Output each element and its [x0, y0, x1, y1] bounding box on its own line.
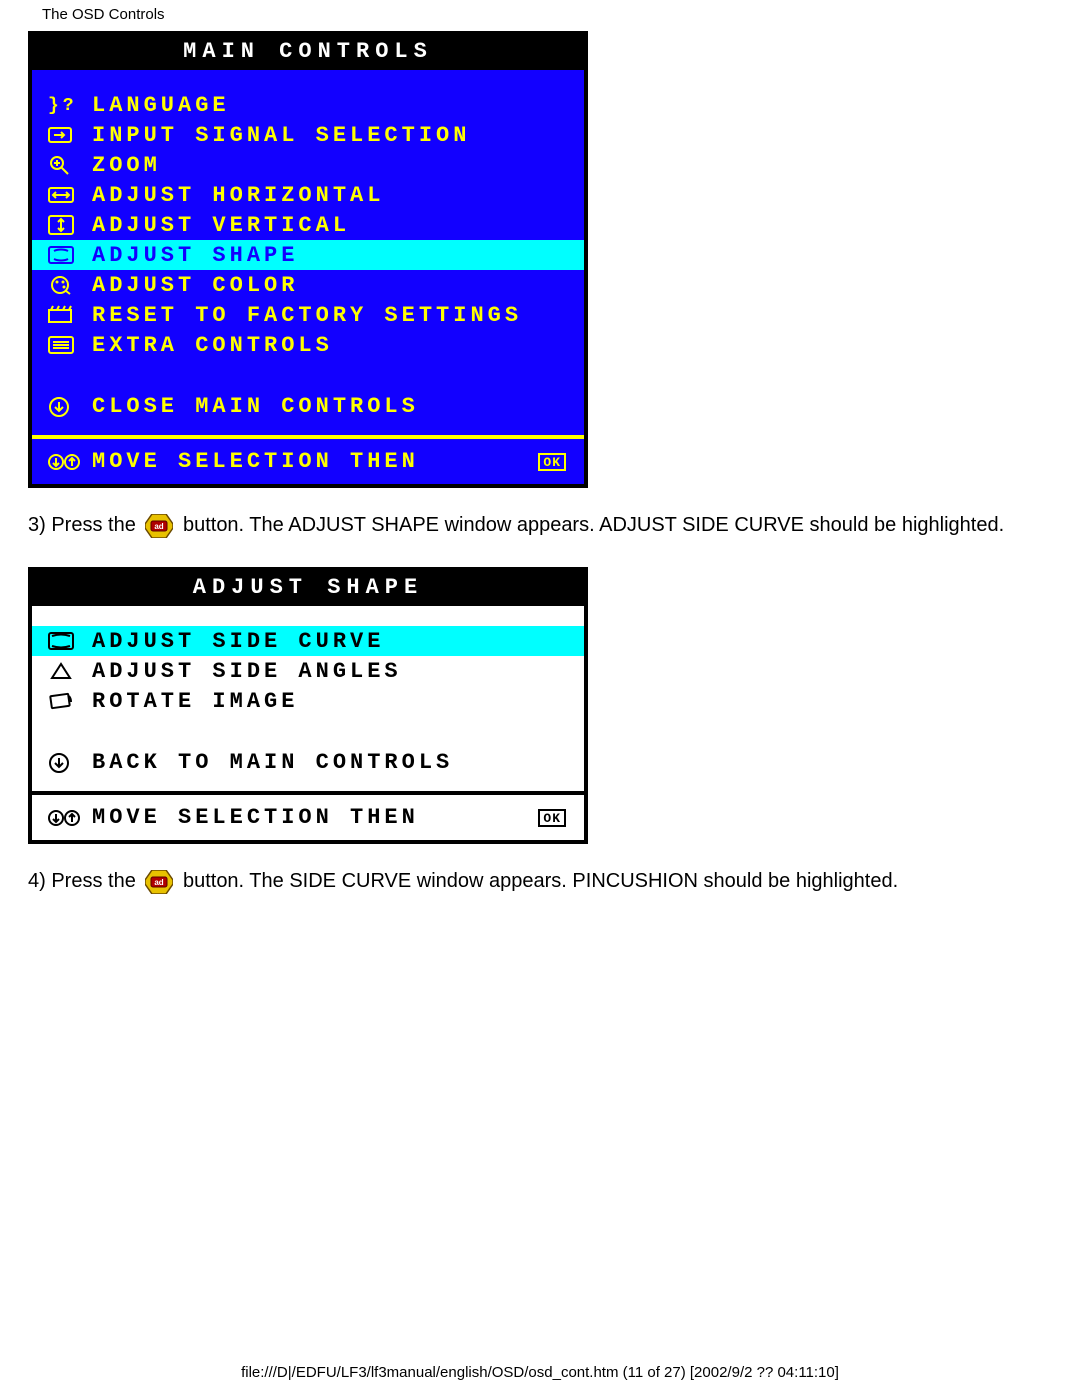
language-icon — [48, 94, 92, 116]
rotate-image-icon — [48, 690, 92, 712]
menu-item-language[interactable]: LANGUAGE — [32, 90, 584, 120]
adjust-color-icon — [48, 274, 92, 296]
footer-text: MOVE SELECTION THEN — [92, 805, 538, 830]
step3-suffix: button. The ADJUST SHAPE window appears.… — [183, 514, 1004, 536]
menu-item-zoom[interactable]: ZOOM — [32, 150, 584, 180]
menu-item-rotate-image[interactable]: ROTATE IMAGE — [32, 686, 584, 716]
ok-indicator-icon: OK — [538, 809, 566, 827]
adjust-horizontal-icon — [48, 184, 92, 206]
page-header: The OSD Controls — [0, 0, 1080, 27]
side-curve-icon — [48, 630, 92, 652]
menu-item-input-signal[interactable]: INPUT SIGNAL SELECTION — [32, 120, 584, 150]
step3-text: 3) Press the button. The ADJUST SHAPE wi… — [28, 510, 1028, 541]
menu-item-back-main[interactable]: BACK TO MAIN CONTROLS — [32, 744, 584, 781]
menu-item-reset-factory[interactable]: RESET TO FACTORY SETTINGS — [32, 300, 584, 330]
step4-suffix: button. The SIDE CURVE window appears. P… — [183, 870, 898, 892]
adjust-vertical-icon — [48, 214, 92, 236]
menu-item-side-angles[interactable]: ADJUST SIDE ANGLES — [32, 656, 584, 686]
menu-item-adjust-horizontal[interactable]: ADJUST HORIZONTAL — [32, 180, 584, 210]
osd1-footer: MOVE SELECTION THEN OK — [32, 435, 584, 484]
back-label: BACK TO MAIN CONTROLS — [92, 750, 453, 775]
down-arrow-icon — [48, 752, 92, 774]
osd2-footer: MOVE SELECTION THEN OK — [32, 791, 584, 840]
menu-label: EXTRA CONTROLS — [92, 333, 333, 358]
up-down-arrows-icon — [48, 451, 92, 473]
menu-item-adjust-shape[interactable]: ADJUST SHAPE — [32, 240, 584, 270]
osd-main-controls: MAIN CONTROLS LANGUAGE INPUT SIGNAL SELE… — [28, 31, 588, 488]
reset-icon — [48, 304, 92, 326]
menu-label: INPUT SIGNAL SELECTION — [92, 123, 470, 148]
ok-button-icon — [145, 870, 173, 894]
menu-label: RESET TO FACTORY SETTINGS — [92, 303, 522, 328]
down-arrow-icon — [48, 396, 92, 418]
menu-item-close-main[interactable]: CLOSE MAIN CONTROLS — [32, 388, 584, 425]
menu-label: ZOOM — [92, 153, 161, 178]
step4-prefix: 4) Press the — [28, 870, 141, 892]
osd2-title: ADJUST SHAPE — [32, 571, 584, 606]
menu-item-adjust-vertical[interactable]: ADJUST VERTICAL — [32, 210, 584, 240]
up-down-arrows-icon — [48, 807, 92, 829]
step3-prefix: 3) Press the — [28, 514, 141, 536]
zoom-icon — [48, 154, 92, 176]
footer-text: MOVE SELECTION THEN — [92, 449, 538, 474]
menu-label: ADJUST SIDE CURVE — [92, 629, 384, 654]
step4-text: 4) Press the button. The SIDE CURVE wind… — [28, 866, 1028, 897]
menu-label: ADJUST HORIZONTAL — [92, 183, 384, 208]
menu-item-adjust-color[interactable]: ADJUST COLOR — [32, 270, 584, 300]
ok-button-icon — [145, 514, 173, 538]
page-footer: file:///D|/EDFU/LF3/lf3manual/english/OS… — [0, 1364, 1080, 1381]
menu-label: LANGUAGE — [92, 93, 230, 118]
adjust-shape-icon — [48, 244, 92, 266]
ok-indicator-icon: OK — [538, 453, 566, 471]
menu-label: ADJUST SHAPE — [92, 243, 298, 268]
osd-adjust-shape: ADJUST SHAPE ADJUST SIDE CURVE ADJUST SI… — [28, 567, 588, 844]
menu-item-extra-controls[interactable]: EXTRA CONTROLS — [32, 330, 584, 360]
menu-label: ADJUST VERTICAL — [92, 213, 350, 238]
menu-label: ADJUST SIDE ANGLES — [92, 659, 402, 684]
input-signal-icon — [48, 124, 92, 146]
extra-controls-icon — [48, 334, 92, 356]
menu-item-side-curve[interactable]: ADJUST SIDE CURVE — [32, 626, 584, 656]
menu-label: ADJUST COLOR — [92, 273, 298, 298]
menu-label: ROTATE IMAGE — [92, 689, 298, 714]
side-angles-icon — [48, 660, 92, 682]
close-label: CLOSE MAIN CONTROLS — [92, 394, 419, 419]
osd1-title: MAIN CONTROLS — [32, 35, 584, 70]
